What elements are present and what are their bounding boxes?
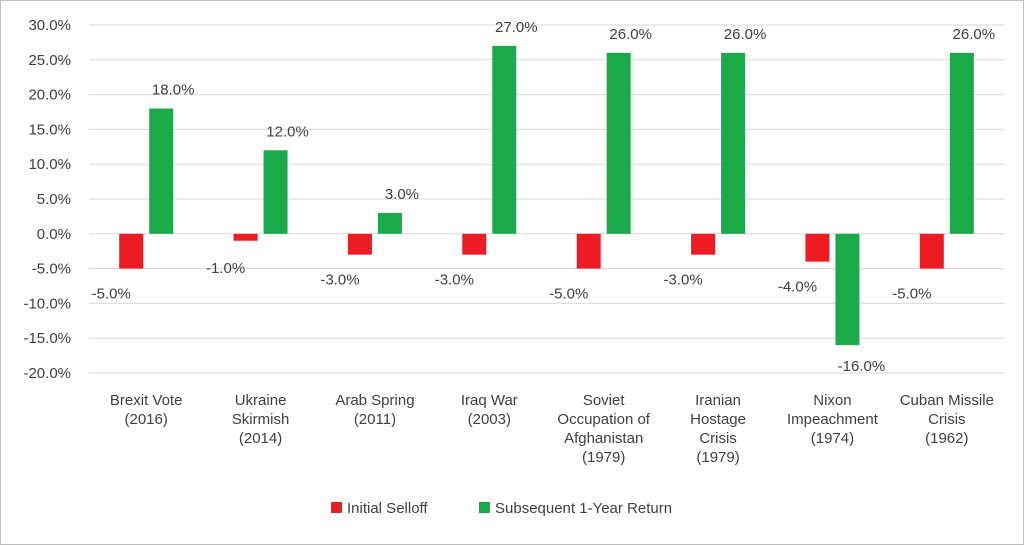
bar-subsequent-return — [492, 45, 517, 234]
category-label-line: Soviet — [583, 392, 626, 409]
bar-initial-selloff — [805, 233, 830, 262]
legend-swatch-subsequent-return — [479, 502, 490, 513]
legend-label-subsequent-return: Subsequent 1-Year Return — [495, 500, 672, 517]
data-label: -1.0% — [206, 260, 245, 277]
bar-initial-selloff — [347, 233, 372, 255]
category-label-line: Iraq War — [461, 392, 518, 409]
data-label: -3.0% — [435, 272, 474, 289]
y-tick-label: -20.0% — [23, 365, 71, 382]
category-label-line: Ukraine — [235, 392, 287, 409]
category-label: Nixon Impeachment (1974) — [787, 392, 879, 447]
bar-subsequent-return — [149, 108, 174, 234]
y-tick-label: -15.0% — [23, 330, 71, 347]
bar-subsequent-return — [835, 233, 860, 346]
data-label: -4.0% — [778, 279, 817, 296]
bar-initial-selloff — [119, 233, 144, 269]
category-label-line: (1979) — [582, 449, 625, 466]
data-label: 26.0% — [609, 26, 652, 43]
y-tick-label: 25.0% — [28, 52, 71, 69]
category-label: Soviet Occupation of Afghanistan (1979) — [557, 392, 650, 466]
category-label-line: (2016) — [125, 411, 168, 428]
y-tick-label: 0.0% — [37, 226, 71, 243]
data-label: 26.0% — [724, 26, 767, 43]
category-label: Ukraine Skirmish (2014) — [232, 392, 290, 447]
category-label-line: Brexit Vote — [110, 392, 183, 409]
category-label-line: (2011) — [354, 411, 396, 428]
data-label: 12.0% — [266, 123, 309, 140]
category-label-line: (1974) — [811, 430, 854, 447]
bar-initial-selloff — [691, 233, 716, 255]
data-label: -5.0% — [549, 286, 588, 303]
category-label-line: Skirmish — [232, 411, 290, 428]
category-label-line: Hostage — [690, 411, 746, 428]
category-label-line: (2014) — [239, 430, 282, 447]
data-label: 3.0% — [385, 186, 419, 203]
category-label-line: (2003) — [468, 411, 511, 428]
category-label: Cuban Missile Crisis (1962) — [900, 392, 994, 447]
data-label: 18.0% — [152, 82, 195, 99]
category-label-line: Occupation of — [557, 411, 650, 428]
bar-subsequent-return — [606, 52, 631, 234]
bar-initial-selloff — [233, 233, 258, 241]
bar-initial-selloff — [576, 233, 601, 269]
category-label-line: (1962) — [925, 430, 968, 447]
category-label-line: Iranian — [695, 392, 741, 409]
category-label-line: Crisis — [928, 411, 966, 428]
category-label-line: Crisis — [699, 430, 737, 447]
y-tick-label: 10.0% — [28, 156, 71, 173]
y-tick-label: 30.0% — [28, 17, 71, 34]
category-label-line: (1979) — [696, 449, 739, 466]
data-label: 27.0% — [495, 19, 538, 36]
bar-initial-selloff — [462, 233, 487, 255]
y-tick-label: -10.0% — [23, 295, 71, 312]
y-tick-label: 5.0% — [37, 191, 71, 208]
category-label-line: Arab Spring — [335, 392, 414, 409]
category-label-line: Cuban Missile — [900, 392, 994, 409]
bar-subsequent-return — [721, 52, 746, 234]
data-label: -5.0% — [92, 286, 131, 303]
category-label: Brexit Vote (2016) — [110, 392, 183, 428]
data-label: -3.0% — [320, 272, 359, 289]
category-label-line: Afghanistan — [564, 430, 643, 447]
category-label: Iranian Hostage Crisis (1979) — [690, 392, 746, 466]
bar-subsequent-return — [263, 150, 288, 234]
y-tick-label: 20.0% — [28, 87, 71, 104]
data-label: -16.0% — [838, 358, 886, 375]
bar-subsequent-return — [377, 212, 402, 234]
y-tick-label: -5.0% — [32, 261, 71, 278]
category-label-line: Nixon — [813, 392, 851, 409]
data-label: -5.0% — [892, 286, 931, 303]
legend-swatch-initial-selloff — [331, 502, 342, 513]
data-label: -3.0% — [663, 272, 702, 289]
y-tick-label: 15.0% — [28, 121, 71, 138]
data-label: 26.0% — [953, 26, 996, 43]
bar-initial-selloff — [919, 233, 944, 269]
legend-label-initial-selloff: Initial Selloff — [347, 500, 428, 517]
category-label: Arab Spring (2011) — [335, 392, 414, 428]
bar-subsequent-return — [949, 52, 974, 234]
category-label-line: Impeachment — [787, 411, 879, 428]
category-label: Iraq War (2003) — [461, 392, 518, 428]
